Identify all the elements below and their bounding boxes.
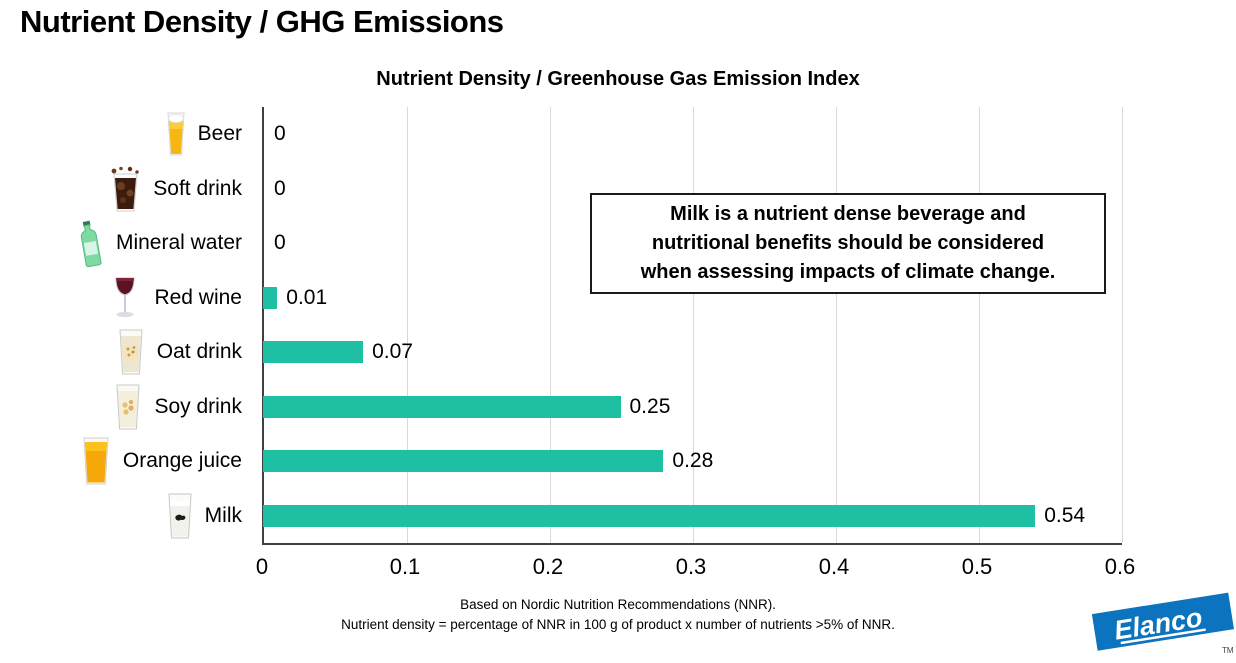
x-tick-label: 0.1 <box>389 554 421 579</box>
category-label: Mineral water <box>115 231 242 255</box>
category-cell: Orange juice <box>0 434 254 489</box>
mineral-water-icon <box>73 218 107 268</box>
gridline <box>549 107 551 543</box>
gridline <box>835 107 837 543</box>
gridline <box>978 107 980 543</box>
soft-drink-icon <box>106 165 144 213</box>
orange-juice-icon <box>78 436 114 486</box>
trademark-symbol: TM <box>1222 646 1234 655</box>
bar-row: Oat drink 0.07 <box>0 325 1236 380</box>
bar-row: Beer 0 <box>0 107 1236 162</box>
bar-row: Soft drink 0 <box>0 162 1236 217</box>
annotation-box: Milk is a nutrient dense beverage and nu… <box>590 193 1106 294</box>
category-cell: Beer <box>0 107 254 162</box>
elanco-logo: Elanco TM <box>1091 586 1236 658</box>
category-label: Oat drink <box>156 340 242 364</box>
page-title: Nutrient Density / GHG Emissions <box>20 4 504 39</box>
bar <box>263 341 364 364</box>
gridline <box>692 107 694 543</box>
footnote-line: Nutrient density = percentage of NNR in … <box>341 617 895 632</box>
value-label: 0.01 <box>286 285 328 309</box>
category-cell: Red wine <box>0 271 254 326</box>
elanco-logo-graphic: Elanco TM <box>1091 592 1234 655</box>
bar <box>263 504 1036 527</box>
beer-icon <box>163 111 189 157</box>
bar <box>263 286 278 309</box>
category-label: Soy drink <box>154 394 242 418</box>
category-label: Soft drink <box>153 176 242 200</box>
category-cell: Mineral water <box>0 216 254 271</box>
milk-icon <box>164 492 196 540</box>
gridline <box>406 107 408 543</box>
bar-row: Mineral water 0 <box>0 216 1236 271</box>
bar-row: Soy drink 0.25 <box>0 380 1236 435</box>
bar-row: Milk 0.54 <box>0 489 1236 544</box>
gridline <box>1121 107 1123 543</box>
category-label: Red wine <box>154 285 242 309</box>
oat-drink-icon <box>114 328 148 376</box>
category-label: Orange juice <box>122 449 242 473</box>
category-cell: Soy drink <box>0 380 254 435</box>
category-cell: Oat drink <box>0 325 254 380</box>
annotation-line: nutritional benefits should be considere… <box>651 232 1045 254</box>
category-label: Milk <box>204 503 242 527</box>
bar <box>263 450 664 473</box>
bar <box>263 395 621 418</box>
x-tick-label: 0.6 <box>1104 554 1136 579</box>
annotation-line: when assessing impacts of climate change… <box>640 261 1056 283</box>
category-cell: Soft drink <box>0 162 254 217</box>
value-label: 0 <box>274 231 286 255</box>
footnote-line: Based on Nordic Nutrition Recommendation… <box>460 597 776 612</box>
value-label: 0.25 <box>629 394 671 418</box>
x-tick-label: 0.2 <box>532 554 564 579</box>
bar-row: Red wine 0.01 <box>0 271 1236 326</box>
x-tick-label: 0.3 <box>675 554 707 579</box>
bar-row: Orange juice 0.28 <box>0 434 1236 489</box>
value-label: 0.28 <box>672 449 714 473</box>
category-label: Beer <box>197 122 242 146</box>
value-label: 0.07 <box>372 340 413 364</box>
chart-title: Nutrient Density / Greenhouse Gas Emissi… <box>376 68 860 90</box>
value-label: 0 <box>274 176 286 200</box>
category-cell: Milk <box>0 489 254 544</box>
x-tick-label: 0.4 <box>818 554 850 579</box>
annotation-line: Milk is a nutrient dense beverage and <box>670 203 1026 225</box>
plot-area <box>262 107 1123 545</box>
value-label: 0.54 <box>1044 503 1086 527</box>
footnotes: Based on Nordic Nutrition Recommendation… <box>18 595 1218 635</box>
red-wine-icon <box>105 276 145 320</box>
soy-drink-icon <box>111 383 145 431</box>
value-label: 0 <box>274 122 286 146</box>
x-tick-label: 0 <box>255 554 269 579</box>
x-tick-label: 0.5 <box>961 554 993 579</box>
